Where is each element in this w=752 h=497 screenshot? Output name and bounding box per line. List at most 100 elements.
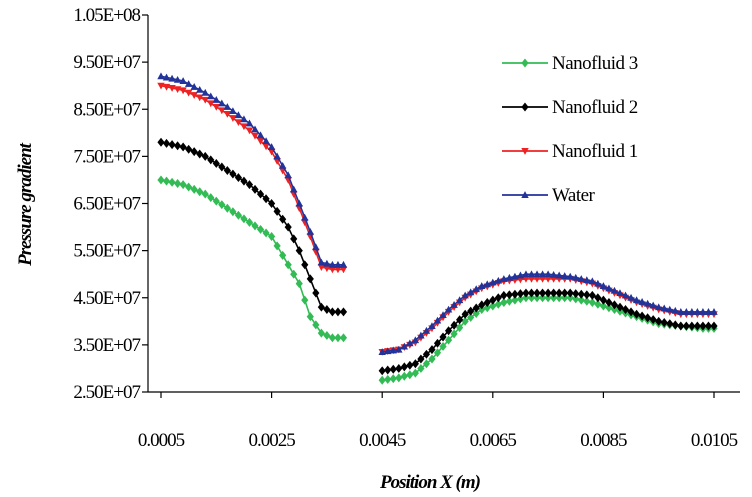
data-point	[279, 250, 287, 260]
data-point	[251, 132, 259, 140]
data-point	[599, 295, 607, 305]
data-point	[223, 203, 231, 213]
data-point	[693, 321, 701, 331]
data-point	[207, 100, 215, 108]
data-point	[610, 300, 619, 310]
data-point	[621, 305, 630, 315]
data-point	[489, 278, 497, 286]
y-tick-label: 2.50E+07	[73, 382, 140, 403]
data-point	[533, 288, 541, 298]
data-point	[179, 180, 187, 190]
data-point	[207, 155, 215, 165]
data-point	[339, 307, 348, 317]
data-point	[389, 374, 397, 384]
data-point	[677, 308, 685, 315]
data-point	[572, 289, 580, 299]
data-point	[201, 88, 209, 96]
data-point	[522, 293, 530, 303]
y-tick-label: 8.50E+07	[73, 99, 140, 120]
legend-item: Nanofluid 1	[502, 141, 638, 162]
data-point	[577, 289, 585, 299]
data-point	[483, 303, 491, 313]
data-point	[196, 187, 204, 197]
data-point	[516, 271, 525, 279]
data-point	[538, 288, 547, 298]
data-point	[654, 303, 663, 311]
data-point	[599, 282, 608, 289]
data-point	[605, 284, 613, 292]
data-point	[240, 176, 248, 186]
data-point	[196, 94, 204, 102]
data-point	[616, 302, 624, 312]
data-point	[489, 295, 497, 305]
data-point	[682, 308, 691, 315]
data-point	[306, 227, 315, 235]
data-point	[268, 199, 276, 208]
data-point	[317, 302, 325, 312]
data-point	[627, 293, 635, 301]
data-point	[655, 316, 663, 326]
data-point	[256, 189, 265, 199]
y-tick-label: 5.50E+07	[73, 241, 140, 262]
data-point	[196, 149, 204, 159]
data-point	[168, 85, 176, 92]
data-point	[162, 176, 171, 186]
data-point	[157, 72, 165, 80]
data-point	[262, 137, 270, 145]
data-point	[173, 86, 182, 94]
data-point	[461, 316, 469, 326]
data-point	[594, 293, 602, 303]
data-point	[561, 288, 569, 298]
x-tick-label: 0.0005	[138, 430, 185, 451]
data-point	[234, 173, 243, 183]
data-point	[588, 297, 596, 307]
data-point	[317, 258, 326, 266]
data-point	[395, 363, 403, 373]
data-point	[577, 275, 585, 282]
data-point	[627, 307, 635, 317]
data-point	[229, 169, 237, 179]
data-point	[218, 162, 226, 172]
data-point	[566, 293, 574, 303]
data-point	[400, 371, 408, 381]
data-point	[533, 293, 541, 303]
series-line	[160, 75, 344, 266]
data-point	[666, 305, 674, 313]
data-point	[406, 370, 414, 380]
data-point	[273, 206, 281, 216]
x-tick-label: 0.0085	[580, 430, 627, 451]
data-point	[478, 300, 486, 310]
data-point	[704, 321, 713, 331]
data-point	[417, 331, 425, 339]
data-point	[339, 260, 348, 268]
data-point	[179, 87, 187, 95]
data-point	[184, 80, 193, 87]
legend-marker	[521, 148, 529, 155]
data-point	[494, 276, 503, 284]
data-point	[295, 246, 303, 256]
series-layer	[157, 72, 718, 385]
data-point	[273, 152, 281, 160]
data-point	[278, 161, 287, 169]
data-point	[699, 308, 707, 315]
data-point	[605, 297, 613, 307]
legend-marker	[521, 58, 529, 68]
data-point	[610, 286, 619, 294]
data-point	[544, 288, 552, 298]
data-point	[422, 349, 431, 359]
data-point	[494, 293, 502, 303]
data-point	[301, 213, 309, 221]
data-point	[406, 339, 414, 347]
data-point	[312, 243, 320, 251]
data-point	[411, 359, 419, 369]
data-point	[505, 273, 514, 281]
y-tick-label: 9.50E+07	[73, 52, 140, 73]
data-point	[461, 291, 469, 299]
data-point	[511, 289, 519, 299]
data-point	[577, 295, 585, 305]
y-tick-label: 3.50E+07	[73, 335, 140, 356]
data-point	[555, 288, 563, 298]
data-point	[295, 279, 303, 289]
data-point	[306, 274, 314, 284]
